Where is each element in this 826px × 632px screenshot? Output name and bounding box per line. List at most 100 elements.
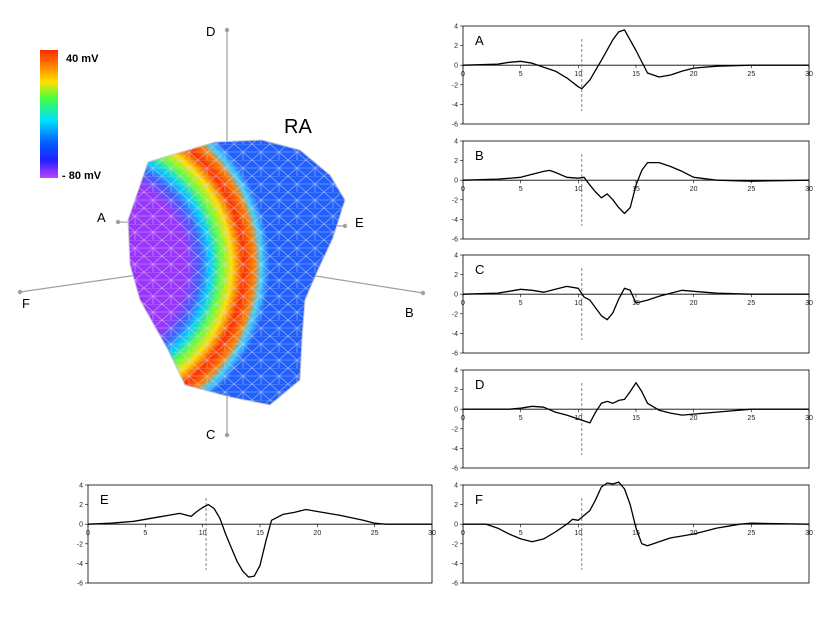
xtick-label: 30 [805,530,813,537]
xtick-label: 5 [143,530,147,537]
xtick-label: 10 [574,530,582,537]
ytick-label: -2 [452,82,458,89]
ytick-label: 0 [79,522,83,529]
ytick-label: -4 [77,561,83,568]
xtick-label: 10 [574,300,582,307]
ytick-label: 4 [454,139,458,146]
xtick-label: 0 [461,300,465,307]
panel-label-e: E [100,492,109,507]
trace-e [87,503,432,578]
panel-label-f: F [475,492,483,507]
axis-label-f: F [22,296,30,311]
colorbar-min-label: - 80 mV [62,170,102,182]
xtick-label: 0 [461,186,465,193]
plot-frame-d [462,369,810,469]
trace-f [463,481,810,547]
ytick-label: 0 [454,178,458,185]
ytick-label: -6 [452,122,458,129]
xtick-label: 15 [632,71,640,78]
ytick-label: 4 [454,253,458,260]
panel-c: 420-2-4-60 5 10 15 20 25 30C [452,253,813,358]
xtick-label: 5 [519,186,523,193]
xtick-label: 30 [805,415,813,422]
xtick-label: 15 [632,186,640,193]
xtick-label: 20 [690,71,698,78]
xtick-label: 25 [747,530,755,537]
ytick-label: -2 [452,541,458,548]
axis-label-b: B [405,305,414,320]
xtick-label: 30 [428,530,436,537]
xtick-label: 5 [519,71,523,78]
ytick-label: 4 [79,483,83,490]
plot-frame-c [462,254,810,354]
xtick-label: 25 [747,186,755,193]
ytick-label: -6 [452,351,458,358]
ytick-label: -6 [77,581,83,588]
xtick-label: 15 [632,300,640,307]
ytick-label: 2 [454,387,458,394]
plot-frame-f [462,484,810,584]
panel-label-b: B [475,148,484,163]
ytick-label: 2 [454,272,458,279]
chamber-label: RA [284,116,312,138]
panel-label-c: C [475,262,484,277]
panel-f: 420-2-4-60 5 10 15 20 25 30F [452,481,813,588]
xtick-label: 10 [574,71,582,78]
ytick-label: 0 [454,292,458,299]
plot-frame-a [462,25,810,125]
xtick-label: 0 [86,530,90,537]
ytick-label: -6 [452,581,458,588]
axis-label-e: E [355,215,364,230]
xtick-label: 20 [313,530,321,537]
xtick-label: 25 [747,415,755,422]
trace-a [462,29,809,90]
xtick-label: 20 [690,415,698,422]
xtick-label: 25 [747,71,755,78]
xtick-label: 30 [805,300,813,307]
atrium-surface [127,139,346,406]
xtick-label: 0 [461,415,465,422]
ytick-label: 2 [454,502,458,509]
ytick-label: -6 [452,237,458,244]
axis-label-a: A [97,210,106,225]
xtick-label: 30 [805,186,813,193]
atrium-outline [127,139,346,406]
ytick-label: 4 [454,368,458,375]
xtick-label: 20 [690,186,698,193]
panel-label-a: A [475,33,484,48]
ytick-label: 2 [79,502,83,509]
trace-c [462,285,809,321]
xtick-label: 25 [747,300,755,307]
xtick-label: 15 [632,415,640,422]
xtick-label: 0 [461,71,465,78]
ytick-label: 2 [454,43,458,50]
colorbar-gradient [40,50,58,178]
ytick-label: -4 [452,561,458,568]
axis-label-c: C [206,427,215,442]
ytick-label: 4 [454,24,458,31]
xtick-label: 5 [519,415,523,422]
plot-frame-b [462,140,810,240]
xtick-label: 15 [256,530,264,537]
trace-d [463,382,809,424]
ytick-label: 0 [454,522,458,529]
panel-a: 420-2-4-60 5 10 15 20 25 30A [452,24,813,129]
ytick-label: -2 [77,541,83,548]
ytick-label: -6 [452,466,458,473]
ytick-label: -2 [452,197,458,204]
colorbar-max-label: 40 mV [66,53,99,65]
panel-e: 420-2-4-60 5 10 15 20 25 30E [77,483,436,588]
xtick-label: 20 [690,300,698,307]
panel-label-d: D [475,377,484,392]
xtick-label: 5 [519,300,523,307]
xtick-label: 0 [461,530,465,537]
xtick-label: 5 [519,530,523,537]
xtick-label: 15 [632,530,640,537]
xtick-label: 10 [199,530,207,537]
ytick-label: 2 [454,158,458,165]
ytick-label: 4 [454,483,458,490]
ytick-label: -2 [452,311,458,318]
ytick-label: -4 [452,102,458,109]
